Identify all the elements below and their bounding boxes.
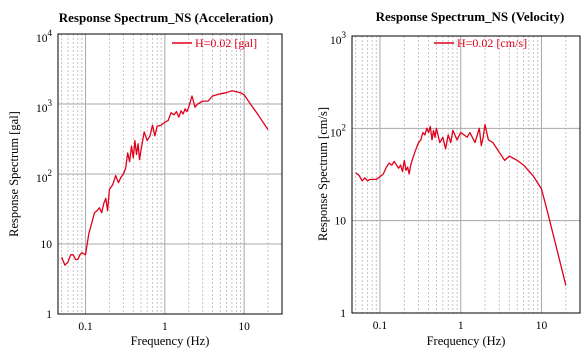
y-tick-base: 10 (36, 103, 48, 115)
x-axis-label: Frequency (Hz) (131, 334, 210, 348)
y-tick-base: 10 (330, 35, 342, 47)
y-tick-label: 103 (36, 98, 53, 115)
x-tick-label: 0.1 (78, 321, 93, 333)
x-tick-label: 1 (458, 320, 464, 332)
x-tick-label: 1 (162, 321, 168, 333)
x-axis-label: Frequency (Hz) (427, 334, 506, 348)
y-tick-label: 103 (330, 30, 347, 47)
y-tick-label: 102 (330, 122, 346, 139)
y-tick-exponent: 3 (48, 98, 53, 108)
y-tick-label: 10 (41, 239, 53, 251)
y-tick-exponent: 3 (342, 30, 347, 40)
y-tick-label: 10 (335, 216, 347, 228)
grid (352, 36, 580, 313)
grid (58, 34, 282, 314)
y-tick-exponent: 4 (48, 28, 53, 38)
series-line-0 (60, 90, 269, 266)
y-axis-label: Response Spectrum [cm/s] (316, 107, 330, 241)
x-tick-label: 10 (238, 321, 250, 333)
y-tick-base: 10 (36, 173, 48, 185)
legend-label: H=0.02 [gal] (195, 36, 257, 50)
legend-label: H=0.02 [cm/s] (457, 36, 527, 50)
y-tick-label: 102 (36, 168, 52, 185)
x-tick-label: 0.1 (373, 320, 388, 332)
y-tick-label: 1 (46, 309, 52, 321)
y-tick-label: 1 (340, 308, 346, 320)
chart-title: Response Spectrum_NS (Acceleration) (59, 10, 273, 25)
x-tick-label: 10 (536, 320, 548, 332)
y-tick-base: 10 (330, 127, 342, 139)
legend: H=0.02 [cm/s] (434, 36, 527, 50)
plot-area (352, 36, 580, 313)
plot-frame (57, 33, 283, 315)
y-tick-exponent: 2 (48, 168, 53, 178)
chart-title: Response Spectrum_NS (Velocity) (376, 9, 565, 24)
y-tick-exponent: 2 (342, 122, 347, 132)
y-axis-label: Response Spectrum [gal] (7, 111, 21, 237)
plot-frame (351, 35, 581, 314)
series-line-0 (355, 123, 567, 286)
y-tick-label: 104 (36, 28, 53, 45)
y-tick-base: 10 (36, 33, 48, 45)
legend: H=0.02 [gal] (172, 36, 257, 50)
